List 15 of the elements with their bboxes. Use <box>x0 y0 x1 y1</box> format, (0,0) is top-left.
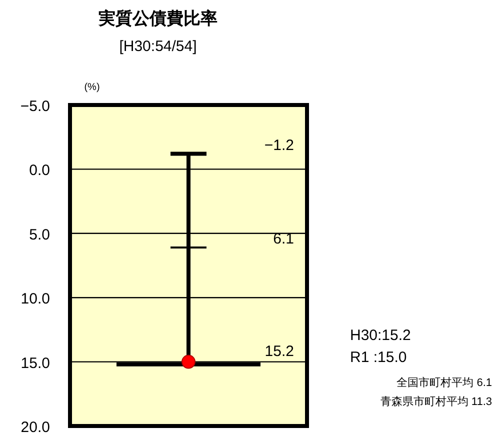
chart-subtitle: [H30:54/54] <box>119 38 197 55</box>
annotation: 15.2 <box>264 343 294 360</box>
y-tick-label: 10.0 <box>20 290 50 308</box>
text: 全国市町村平均 6.1 <box>396 376 492 389</box>
y-tick-label: 5.0 <box>29 226 50 244</box>
y-tick-label: −5.0 <box>20 98 50 115</box>
y-axis-title: (%) <box>84 82 100 93</box>
text: 青森県市町村平均 11.3 <box>380 395 492 408</box>
text: R1 :15.0 <box>350 349 407 366</box>
y-tick-label: 20.0 <box>20 419 50 436</box>
text: H30:15.2 <box>350 327 411 344</box>
y-tick-label: 0.0 <box>29 162 50 180</box>
annotation: −1.2 <box>264 137 294 154</box>
chart-title: 実質公債費比率 <box>98 9 218 28</box>
y-tick-label: 15.0 <box>20 354 50 372</box>
